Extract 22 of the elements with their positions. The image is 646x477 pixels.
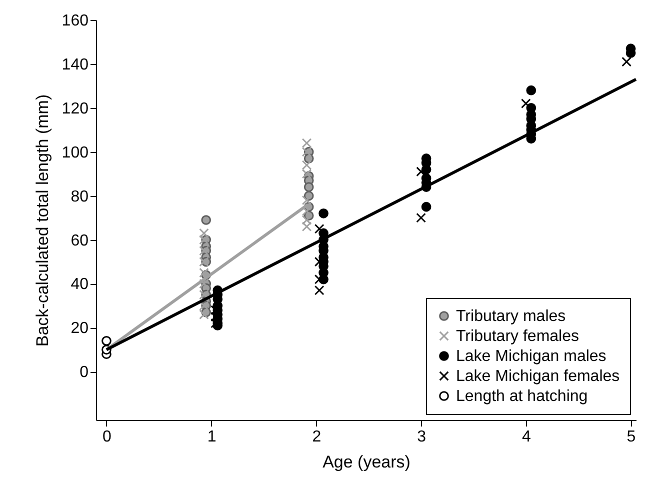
x-tick-label: 4 [522,428,531,446]
y-tick-label: 0 [80,364,89,382]
y-tick-label: 120 [62,100,89,118]
legend-label: Tributary males [456,308,566,325]
y-tick-label: 80 [70,188,89,206]
legend-label: Lake Michigan males [456,348,606,365]
x-tick-label: 3 [417,428,426,446]
x-tick-label: 5 [626,428,636,446]
y-tick-label: 160 [62,12,89,30]
legend-label: Length at hatching [456,388,588,405]
y-tick-label: 60 [70,232,89,250]
y-tick-label: 100 [62,144,89,162]
y-tick-label: 20 [70,320,89,338]
y-tick-label: 40 [70,276,89,294]
y-axis-title: Back-calculated total length (mm) [32,94,52,347]
legend-label: Lake Michigan females [456,368,620,385]
x-tick-label: 0 [102,428,112,446]
legend-label: Tributary females [456,328,579,345]
y-tick-label: 140 [62,56,89,74]
x-axis-title: Age (years) [322,452,410,472]
x-tick-label: 2 [312,428,322,446]
x-tick-label: 1 [207,428,216,446]
